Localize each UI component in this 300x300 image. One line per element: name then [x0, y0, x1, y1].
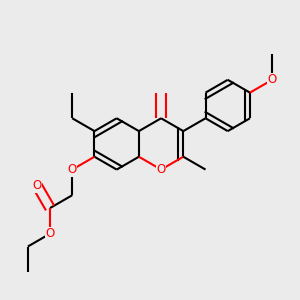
Text: O: O [268, 73, 277, 86]
Text: O: O [68, 163, 77, 176]
Text: O: O [157, 163, 166, 176]
Text: O: O [33, 179, 42, 192]
Text: O: O [45, 227, 55, 240]
